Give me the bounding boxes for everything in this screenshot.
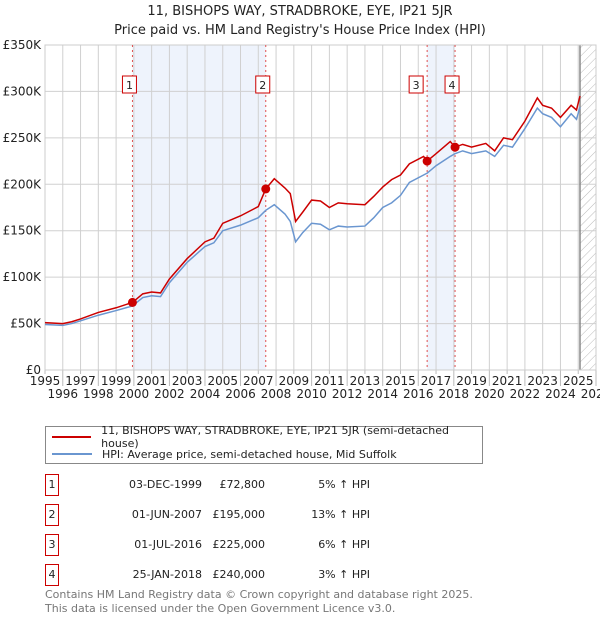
- x-tick-label: 2024: [545, 387, 576, 401]
- x-tick-label: 2004: [190, 387, 221, 401]
- x-tick-label: 2018: [439, 387, 470, 401]
- x-tick-label: 2010: [296, 387, 327, 401]
- sale-label: 3: [413, 79, 420, 92]
- footer-copyright: Contains HM Land Registry data © Crown c…: [45, 588, 473, 601]
- sale-period-shade: [427, 45, 456, 370]
- x-tick-label: 1999: [101, 374, 132, 388]
- x-tick-label: 2006: [225, 387, 256, 401]
- sale-label-box: [121, 75, 137, 94]
- x-tick-label: 2002: [154, 387, 185, 401]
- x-tick-label: 2007: [243, 374, 274, 388]
- x-tick-label: 2020: [474, 387, 505, 401]
- y-tick-label: £100K: [3, 270, 43, 284]
- sale-period-shade: [132, 45, 266, 370]
- transaction-date: 01-JUL-2016: [134, 538, 202, 551]
- x-tick-label: 2000: [119, 387, 150, 401]
- transaction-hpi-diff: 6% ↑ HPI: [318, 538, 370, 551]
- transaction-row: 2 01-JUN-2007 £195,000 13% ↑ HPI: [45, 504, 445, 526]
- transaction-marker: 4: [45, 564, 59, 586]
- chart-title: 11, BISHOPS WAY, STRADBROKE, EYE, IP21 5…: [147, 4, 453, 19]
- x-tick-label: 2022: [510, 387, 541, 401]
- x-tick-label: 2026: [581, 387, 600, 401]
- transaction-date: 25-JAN-2018: [132, 568, 202, 581]
- legend-swatch-hpi: [52, 453, 92, 455]
- transaction-marker: 2: [45, 504, 59, 526]
- y-tick-label: £200K: [3, 177, 43, 191]
- y-tick-label: £50K: [10, 317, 42, 331]
- y-tick-label: £150K: [3, 224, 43, 238]
- x-tick-label: 1997: [65, 374, 96, 388]
- x-tick-label: 2015: [385, 374, 416, 388]
- x-tick-label: 2023: [527, 374, 558, 388]
- sale-label: 4: [449, 79, 456, 92]
- sale-point: [422, 156, 432, 166]
- transaction-hpi-diff: 13% ↑ HPI: [311, 508, 370, 521]
- legend-label-hpi: HPI: Average price, semi-detached house,…: [102, 447, 397, 461]
- x-tick-label: 2013: [350, 374, 381, 388]
- sale-point: [261, 184, 271, 194]
- transaction-date: 03-DEC-1999: [128, 478, 202, 491]
- transaction-price: £195,000: [212, 508, 266, 521]
- transaction-date: 01-JUN-2007: [131, 508, 202, 521]
- transaction-row: 3 01-JUL-2016 £225,000 6% ↑ HPI: [45, 534, 445, 556]
- forecast-hatch: [580, 45, 596, 370]
- x-tick-label: 2005: [207, 374, 238, 388]
- y-tick-label: £300K: [3, 84, 43, 98]
- footer-licence: This data is licensed under the Open Gov…: [45, 602, 396, 615]
- sale-label-box: [255, 75, 271, 94]
- transaction-price: £240,000: [212, 568, 266, 581]
- transaction-hpi-diff: 5% ↑ HPI: [318, 478, 370, 491]
- x-tick-label: 2025: [563, 374, 594, 388]
- transaction-price: £225,000: [212, 538, 266, 551]
- transaction-row: 1 03-DEC-1999 £72,800 5% ↑ HPI: [45, 474, 445, 496]
- sale-label: 2: [259, 79, 266, 92]
- x-tick-label: 2012: [332, 387, 363, 401]
- legend-swatch-property: [52, 436, 92, 438]
- transaction-row: 4 25-JAN-2018 £240,000 3% ↑ HPI: [45, 564, 445, 586]
- x-tick-label: 2017: [421, 374, 452, 388]
- hpi-line: [44, 106, 581, 327]
- legend-label-property: 11, BISHOPS WAY, STRADBROKE, EYE, IP21 5…: [101, 424, 450, 450]
- x-tick-label: 2019: [456, 374, 487, 388]
- x-tick-label: 2016: [403, 387, 434, 401]
- y-tick-label: £250K: [3, 131, 43, 145]
- transaction-marker: 1: [45, 474, 59, 496]
- x-tick-label: 2014: [367, 387, 398, 401]
- legend: 11, BISHOPS WAY, STRADBROKE, EYE, IP21 5…: [45, 424, 483, 464]
- footer: Contains HM Land Registry data © Crown c…: [45, 588, 473, 616]
- sale-point: [450, 142, 460, 152]
- y-tick-label: £0: [26, 363, 41, 377]
- x-tick-label: 2009: [279, 374, 310, 388]
- transaction-price: £72,800: [219, 478, 266, 491]
- price-chart: 1995199619971998199920002001200220032004…: [3, 38, 600, 401]
- plot-border: [44, 44, 597, 371]
- transaction-marker: 3: [45, 534, 59, 556]
- sale-point: [127, 297, 137, 307]
- x-tick-label: 2021: [492, 374, 523, 388]
- legend-item-hpi: HPI: Average price, semi-detached house,…: [52, 446, 397, 462]
- x-tick-label: 1996: [48, 387, 79, 401]
- sale-label-box: [408, 75, 424, 94]
- chart-subtitle: Price paid vs. HM Land Registry's House …: [114, 23, 486, 38]
- legend-item-property: 11, BISHOPS WAY, STRADBROKE, EYE, IP21 5…: [52, 424, 482, 450]
- x-tick-label: 1995: [30, 374, 61, 388]
- x-tick-label: 2003: [172, 374, 203, 388]
- sale-label-box: [444, 75, 460, 94]
- x-tick-label: 2001: [136, 374, 167, 388]
- property-price-line: [44, 95, 581, 325]
- sale-label: 1: [126, 79, 133, 92]
- transaction-hpi-diff: 3% ↑ HPI: [318, 568, 370, 581]
- x-tick-label: 2008: [261, 387, 292, 401]
- x-tick-label: 2011: [314, 374, 345, 388]
- y-tick-label: £350K: [3, 38, 43, 52]
- x-tick-label: 1998: [83, 387, 114, 401]
